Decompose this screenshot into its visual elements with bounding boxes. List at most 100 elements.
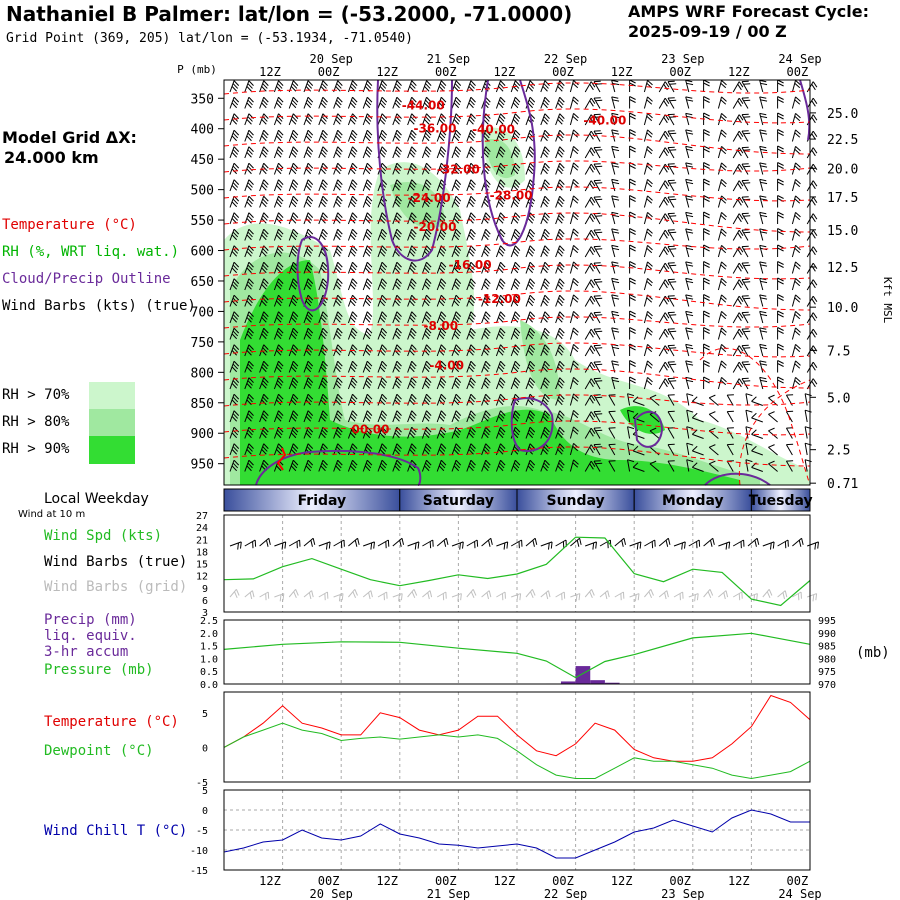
barb-flag	[410, 330, 416, 337]
barb-flag	[484, 215, 490, 221]
barb-staff	[741, 246, 749, 258]
barb-flag	[394, 152, 400, 158]
barb-flag	[410, 116, 416, 122]
barb-staff	[584, 328, 592, 340]
barb-flag	[795, 212, 801, 218]
wind-barb	[451, 459, 462, 472]
wind-barb	[333, 261, 343, 274]
barb-flag	[379, 119, 386, 125]
wind-barb	[732, 196, 744, 208]
barb-flag	[632, 396, 639, 402]
barb-staff	[726, 411, 734, 423]
barb-flag	[499, 149, 505, 155]
barb-flag	[514, 377, 521, 383]
barb-flag	[647, 377, 653, 383]
wind-barb	[333, 129, 343, 142]
barb-staff	[584, 114, 592, 126]
barb-flag	[572, 115, 579, 122]
barb-flag	[453, 465, 460, 472]
barb-staff	[685, 162, 690, 175]
wind-barb	[540, 311, 550, 324]
barb-flag	[741, 80, 749, 83]
barb-flag	[351, 116, 357, 122]
barb-flag	[395, 462, 401, 469]
wind-barb	[303, 146, 314, 159]
wind-barb	[785, 427, 794, 439]
wind-barb	[525, 344, 536, 357]
barb-flag	[263, 443, 269, 449]
barb-staff	[759, 195, 764, 208]
wind-barb	[569, 195, 579, 208]
grid-wind-barb	[629, 593, 640, 602]
barb-flag	[380, 330, 387, 337]
barb-flag	[795, 228, 801, 234]
barb-flag	[336, 116, 342, 122]
wind-barb	[732, 262, 744, 274]
barb-flag	[364, 135, 371, 142]
legend-rh70-label: RH > 70%	[2, 387, 70, 403]
wind-barb	[555, 245, 565, 258]
barb-staff	[703, 537, 714, 547]
wind-barb	[481, 459, 491, 472]
barb-flag	[276, 168, 282, 175]
wind-barb	[347, 410, 358, 423]
isotherm	[223, 446, 811, 467]
barb-flag	[267, 591, 270, 599]
barb-flag	[350, 465, 356, 472]
wind-barb	[362, 377, 373, 390]
barb-flag	[572, 330, 579, 336]
wind-barb	[806, 81, 818, 93]
wind-barb	[436, 360, 447, 373]
barb-flag	[365, 413, 372, 419]
barb-staff	[717, 179, 722, 192]
barb-staff	[649, 463, 660, 472]
barb-staff	[569, 393, 574, 406]
barb-flag	[812, 147, 818, 154]
barb-flag	[306, 281, 313, 287]
barb-flag	[395, 446, 401, 452]
barb-staff	[667, 328, 675, 340]
barb-flag	[741, 377, 749, 380]
barb-flag	[691, 445, 698, 452]
barb-flag	[380, 413, 387, 419]
barb-flag	[542, 251, 548, 257]
wind-barb	[540, 294, 550, 307]
barb-staff	[466, 589, 474, 598]
wind-barb	[643, 179, 653, 192]
wind-barb	[569, 344, 579, 357]
wind-barb	[540, 410, 550, 423]
wind-barb	[347, 162, 358, 175]
barb-flag	[396, 459, 402, 466]
barb-flag	[528, 149, 535, 155]
barb-flag	[440, 113, 447, 119]
barb-flag	[262, 330, 268, 337]
barb-flag	[703, 294, 710, 298]
wind-barb	[791, 327, 801, 340]
wind-barb	[377, 80, 388, 93]
wind-barb	[649, 394, 660, 406]
wind-barb	[392, 212, 402, 225]
barb-flag	[483, 416, 489, 422]
barb-flag	[426, 426, 432, 433]
barb-flag	[306, 462, 313, 469]
barb-flag	[543, 215, 549, 221]
barb-flag	[462, 541, 464, 549]
barb-staff	[362, 590, 372, 598]
barb-flag	[453, 399, 460, 406]
wind-barb	[436, 129, 447, 142]
barb-flag	[542, 201, 548, 208]
barb-flag	[233, 113, 240, 119]
barb-flag	[292, 294, 299, 301]
barb-flag	[336, 182, 342, 188]
barb-flag	[322, 129, 328, 136]
barb-flag	[352, 311, 358, 317]
barb-flag	[350, 284, 356, 290]
barb-flag	[231, 449, 238, 455]
wind-barb	[555, 294, 565, 307]
barb-flag	[231, 201, 238, 208]
barb-flag	[703, 148, 710, 153]
barb-flag	[246, 465, 252, 472]
barb-flag	[246, 119, 252, 125]
wind-barb	[347, 96, 358, 109]
wind-barb	[643, 228, 653, 241]
